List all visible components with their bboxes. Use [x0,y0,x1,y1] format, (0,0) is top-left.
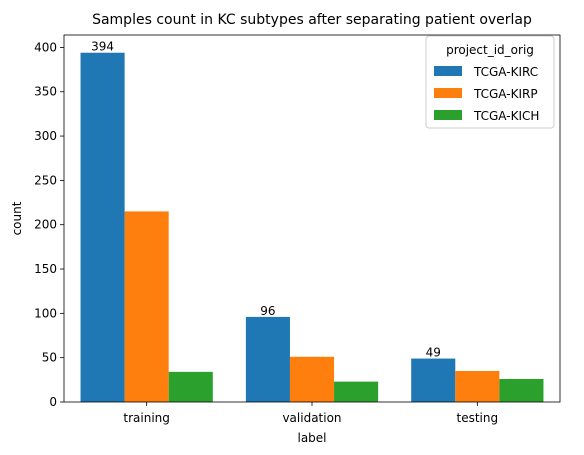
y-axis: 0 50 100 150 200 250 300 350 400 [34,40,64,409]
legend-swatch [434,66,462,76]
legend-entry-label: TCGA-KICH [473,109,539,123]
y-tick-label: 50 [42,351,57,365]
chart-title: Samples count in KC subtypes after separ… [92,12,532,28]
legend-box [425,35,555,129]
legend-entry-label: TCGA-KIRC [473,65,538,79]
data-label: 96 [260,304,275,318]
y-tick-label: 200 [34,218,57,232]
bars-group [80,52,544,403]
legend-entry-label: TCGA-KIRP [473,87,538,101]
bar-TCGA-KIRP-testing [455,370,500,402]
bar-TCGA-KICH-training [168,371,213,402]
x-tick-label: training [123,411,170,425]
data-label: 394 [91,40,114,54]
x-tick-label: testing [457,411,499,425]
y-tick-label: 350 [34,85,57,99]
data-label: 49 [426,346,441,360]
bar-TCGA-KICH-validation [334,381,379,402]
y-tick-label: 0 [49,395,57,409]
x-tick-label: validation [282,411,341,425]
legend-swatch [434,110,462,120]
y-axis-label: count [10,201,24,235]
legend: project_id_orig TCGA-KIRC TCGA-KIRP TCGA-K… [425,35,555,129]
data-labels-group: 394 96 49 [91,40,441,360]
legend-swatch [434,88,462,98]
x-axis-label: label [297,431,326,445]
bar-TCGA-KIRC-validation [245,316,290,402]
x-axis: training validation testing [123,402,498,425]
bar-TCGA-KIRP-training [124,211,169,402]
bar-TCGA-KIRC-training [80,52,125,403]
y-tick-label: 400 [34,40,57,54]
bar-TCGA-KIRP-validation [289,356,335,402]
y-tick-label: 150 [34,262,57,276]
bar-TCGA-KIRC-testing [411,358,456,402]
legend-title: project_id_orig [446,43,534,57]
y-tick-label: 250 [34,173,57,187]
bar-TCGA-KICH-testing [499,378,544,402]
y-tick-label: 100 [34,306,57,320]
y-tick-label: 300 [34,129,57,143]
